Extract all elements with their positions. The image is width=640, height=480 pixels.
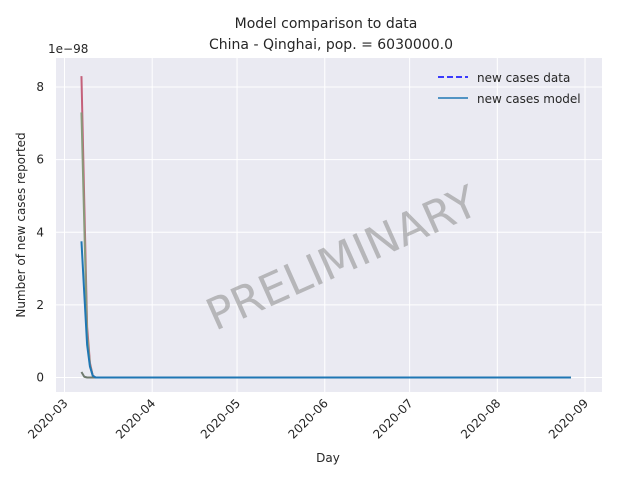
y-tick-label: 2: [36, 298, 44, 312]
series-group: [80, 76, 571, 379]
y-tick-label: 4: [36, 225, 44, 239]
y-tick-label: 0: [36, 370, 44, 384]
series-line-3: [80, 241, 571, 379]
y-tick-label: 8: [36, 80, 44, 94]
chart-subtitle: China - Qinghai, pop. = 6030000.0: [209, 37, 453, 53]
chart-title: Model comparison to data: [235, 16, 418, 32]
legend: new cases data new cases model: [438, 71, 581, 106]
y-axis: 0 2 4 6 8: [36, 80, 44, 384]
y-offset-label: 1e−98: [48, 42, 88, 56]
y-axis-label: Number of new cases reported: [14, 132, 28, 317]
y-tick-label: 6: [36, 153, 44, 167]
legend-label-data: new cases data: [477, 71, 570, 85]
legend-label-model: new cases model: [477, 92, 581, 106]
plot-area: [56, 58, 602, 392]
x-axis-label: Day: [316, 451, 340, 465]
